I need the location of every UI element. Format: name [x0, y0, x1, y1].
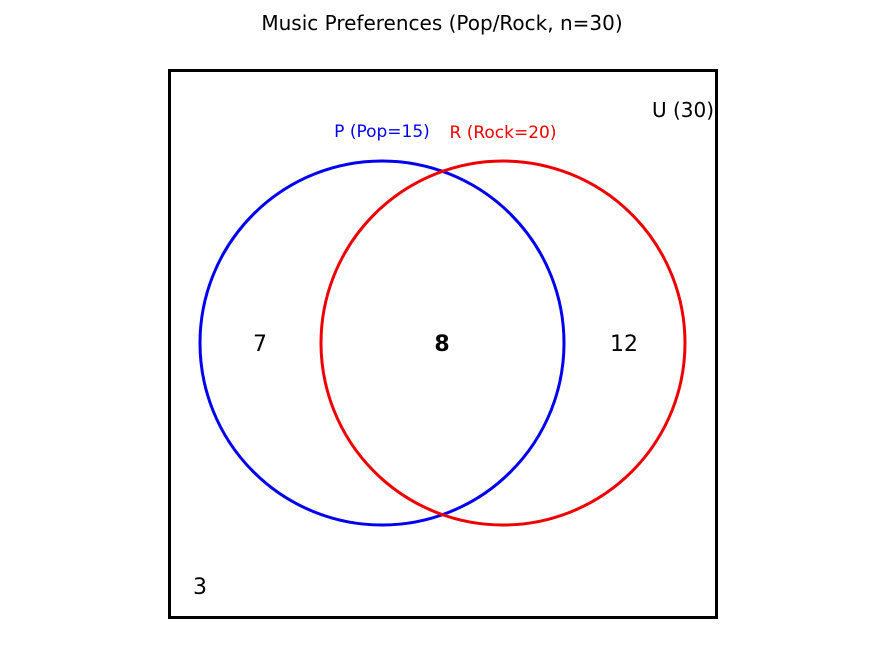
set-rock-circle — [319, 159, 687, 527]
diagram-title: Music Preferences (Pop/Rock, n=30) — [261, 11, 622, 35]
region-both-count: 8 — [434, 332, 449, 357]
region-neither-count: 3 — [193, 575, 207, 600]
universe-label: U (30) — [652, 98, 714, 122]
set-pop-circle — [198, 159, 566, 527]
region-pop-only-count: 7 — [253, 332, 267, 357]
universe-box — [168, 69, 718, 619]
set-rock-label: R (Rock=20) — [450, 123, 557, 143]
set-pop-label: P (Pop=15) — [334, 122, 430, 142]
region-rock-only-count: 12 — [610, 332, 638, 357]
